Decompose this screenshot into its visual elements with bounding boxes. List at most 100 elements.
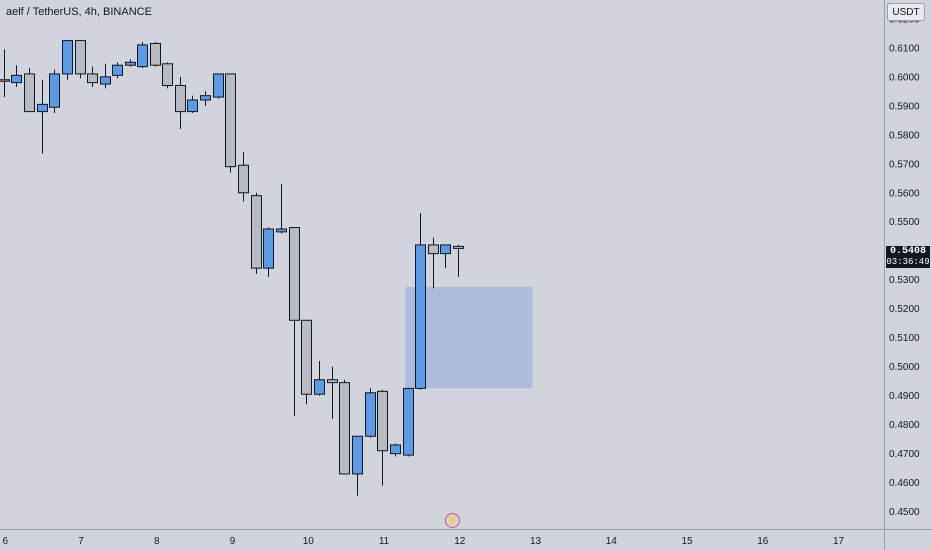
candle-body [112,64,123,76]
candle-up[interactable] [11,65,22,87]
candle-up[interactable] [100,63,111,89]
x-tick-label: 13 [530,536,542,547]
candle-body [37,103,48,113]
candle-body [100,76,111,85]
candle-body [289,227,300,321]
candle-body [339,382,350,475]
candle-up[interactable] [352,435,363,496]
candle-body [11,74,22,84]
price-tick-label: 0.5200 [889,304,920,315]
candle-up[interactable] [263,227,274,277]
candle-up[interactable] [37,79,48,154]
price-tick-label: 0.4900 [889,391,920,402]
x-axis-ticks[interactable]: 6 7 8 9 10 11 12 13 14 15 16 17 [3,536,845,547]
candle-down[interactable] [162,62,173,89]
candle-body [276,228,287,233]
x-tick-label: 10 [303,536,315,547]
candle-down[interactable] [453,244,464,277]
price-tick-label: 0.5100 [889,333,920,344]
candle-down[interactable] [339,379,350,475]
price-tick-label: 0.5700 [889,159,920,170]
candle-down[interactable] [238,152,249,202]
candle-body [327,379,338,384]
candle-up[interactable] [314,360,325,396]
price-tick-label: 0.4700 [889,449,920,460]
candle-body [352,435,363,475]
candle-down[interactable] [377,389,388,486]
candle-down[interactable] [24,68,35,113]
candle-body [162,63,173,87]
candle-body [301,319,312,395]
candle-body [75,40,86,75]
candle-body [175,85,186,113]
price-tick-label: 0.6100 [889,43,920,54]
candle-body [453,245,464,249]
lightning-bolt-icon[interactable]: ⚡ [445,513,460,528]
candle-up[interactable] [440,244,451,269]
candle-body [403,387,414,456]
candle-body [415,244,426,389]
demand-zone-box[interactable] [405,286,533,389]
candle-down[interactable] [428,237,439,289]
candle-down[interactable] [251,192,262,274]
candle-up[interactable] [213,73,224,99]
demand-zone-layer [405,286,533,389]
candle-up[interactable] [49,69,60,114]
candle-body [213,73,224,98]
price-tick-label: 0.4800 [889,420,920,431]
candle-down[interactable] [225,73,236,173]
price-tick-label: 0.4600 [889,478,920,489]
symbol-title: aelf / TetherUS, 4h, BINANCE [6,6,152,18]
candle-down[interactable] [75,40,86,79]
candle-down[interactable] [0,49,10,98]
candle-down[interactable] [87,66,98,87]
candle-body [125,61,136,66]
candle-down[interactable] [327,366,338,419]
candle-body [251,195,262,269]
candle-down[interactable] [301,319,312,405]
x-tick-label: 17 [833,536,845,547]
x-tick-label: 8 [154,536,160,547]
x-tick-label: 7 [78,536,84,547]
candle-up[interactable] [137,42,148,69]
candle-up[interactable] [125,59,136,67]
candle-up[interactable] [187,95,198,114]
candle-body [62,40,73,75]
candle-body [87,73,98,84]
candle-body [225,73,236,168]
price-tick-label: 0.6000 [889,72,920,83]
candle-body [428,244,439,255]
candle-body [238,164,249,194]
candle-up[interactable] [365,388,376,438]
candle-up[interactable] [276,184,287,234]
currency-button[interactable]: USDT [887,3,925,21]
candle-up[interactable] [415,213,426,390]
price-tick-label: 0.5300 [889,275,920,286]
x-tick-label: 12 [454,536,466,547]
x-tick-label: 6 [3,536,9,547]
candle-down[interactable] [289,227,300,416]
x-tick-label: 14 [606,536,618,547]
x-tick-label: 15 [681,536,693,547]
candle-up[interactable] [390,443,401,457]
bar-countdown: 03:36:49 [886,257,930,267]
candle-up[interactable] [112,62,123,79]
x-tick-label: 11 [379,536,390,547]
candle-up[interactable] [200,91,211,106]
candles-layer [0,40,464,496]
candle-body [200,95,211,101]
candle-body [440,244,451,255]
candle-down[interactable] [150,42,161,67]
candle-body [390,444,401,455]
candle-body [377,390,388,452]
candle-up[interactable] [62,40,73,80]
x-tick-label: 16 [757,536,769,547]
candle-body [314,379,325,395]
candle-down[interactable] [175,76,186,129]
last-price-value: 0.5408 [889,246,926,257]
price-tick-label: 0.5800 [889,130,920,141]
candle-up[interactable] [403,387,414,457]
price-tick-label: 0.5000 [889,362,920,373]
